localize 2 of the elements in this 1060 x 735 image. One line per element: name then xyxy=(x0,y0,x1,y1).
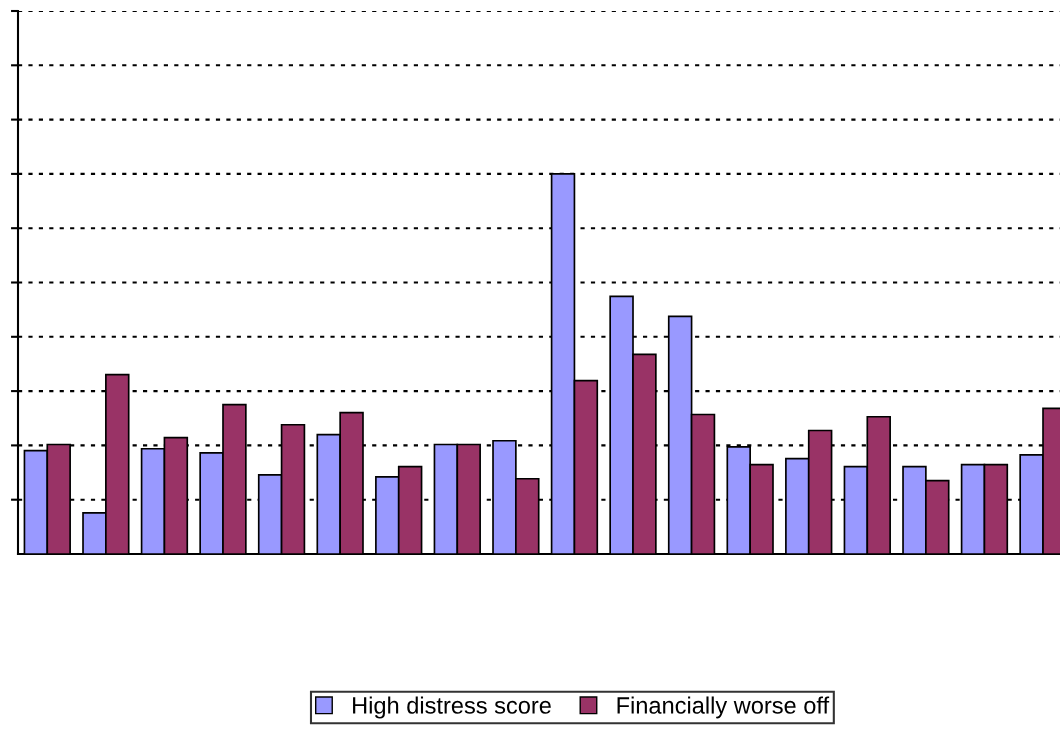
legend-label: Financially worse off xyxy=(617,696,830,719)
legend-label: High distress score xyxy=(353,696,551,719)
